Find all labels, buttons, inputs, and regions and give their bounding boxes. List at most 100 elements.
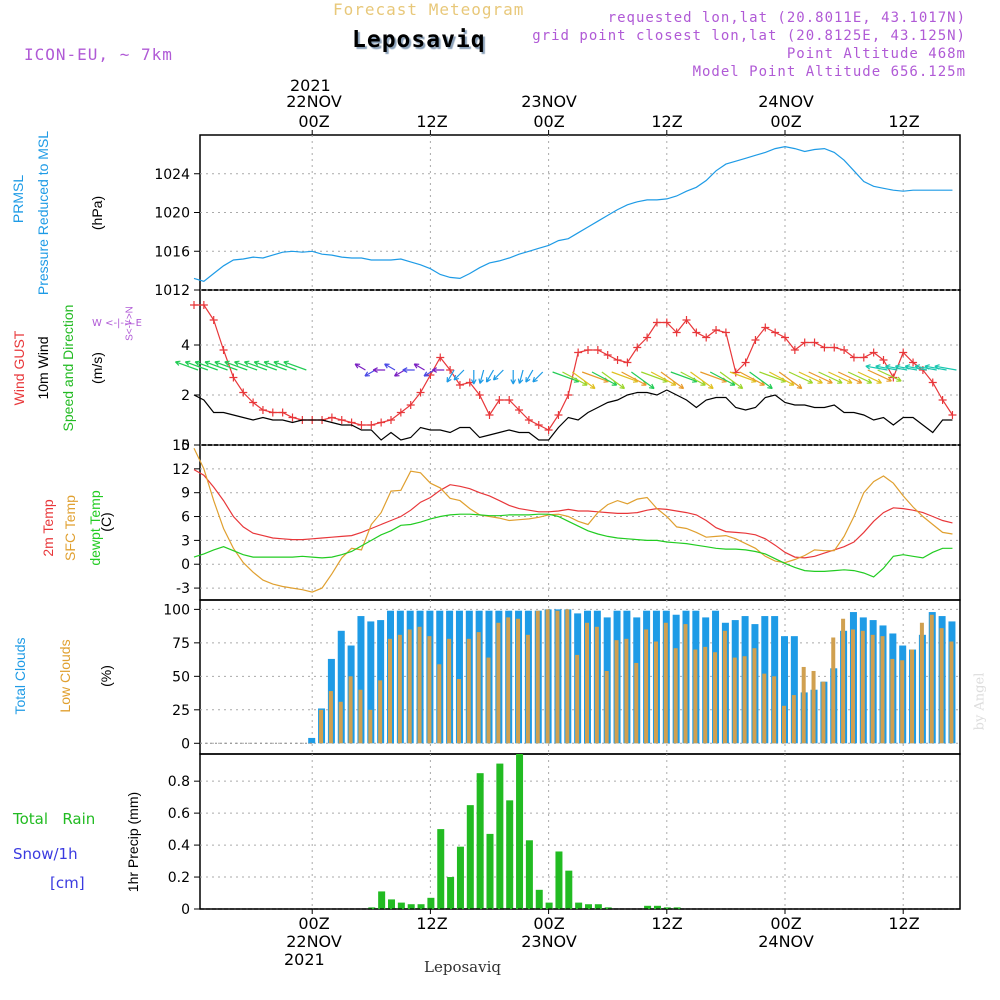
y-tick-label: 0 [181, 736, 190, 752]
wind-gust-point [741, 358, 750, 367]
low-cloud-bar [722, 630, 727, 744]
low-cloud-bar [949, 641, 954, 744]
low-cloud-bar [653, 641, 658, 744]
wind-gust-point [387, 416, 395, 424]
bottom-tick-hour: 00Z [533, 914, 565, 933]
wind-gust-point [830, 343, 839, 352]
wind-direction-arrow [828, 371, 853, 384]
wind-gust-point [495, 396, 504, 404]
wind-gust-point [712, 326, 721, 334]
wind-gust-point [268, 408, 277, 417]
wind-gust-point [751, 336, 760, 344]
y-tick-label: -3 [176, 581, 190, 597]
snow-label: Snow/1h [13, 845, 78, 863]
wind-direction-arrow [875, 364, 898, 371]
low-cloud-bar [427, 636, 432, 744]
bottom-tick-date: 22NOV [286, 932, 342, 951]
low-cloud-bar [407, 629, 412, 744]
low-cloud-bar [713, 652, 718, 744]
rain-bar [545, 902, 553, 909]
top-tick-date: 24NOV [758, 92, 814, 111]
wind-gust-point [396, 408, 405, 417]
bottom-tick-date: 23NOV [521, 932, 577, 951]
wind-direction-arrow [214, 360, 238, 371]
wind-direction-arrow [778, 371, 803, 390]
wind-gust-point [337, 416, 346, 424]
low-cloud-bar [624, 638, 629, 744]
top-tick-hour: 12Z [888, 112, 920, 131]
rain-bar [644, 905, 652, 909]
low-cloud-bar [634, 662, 639, 744]
precip-label: 1hr Precip (mm) [125, 791, 141, 893]
rain-bar [653, 905, 661, 909]
wind-gust-point [692, 328, 701, 337]
wind-gust-point [613, 356, 622, 364]
wind-direction-arrow [393, 369, 406, 377]
total-cloud-bar [781, 636, 788, 744]
total-cloud-bar [357, 616, 365, 744]
y-tick-label: 4 [181, 338, 190, 354]
wind-direction-arrow [485, 369, 495, 383]
wind-direction-arrow [234, 360, 258, 371]
low-cloud-bar [545, 609, 550, 744]
wind-gust-point [652, 318, 661, 327]
rain-bar [673, 907, 681, 909]
wind-gust-point [455, 381, 464, 389]
pressure-line [193, 145, 953, 282]
product-title: Forecast Meteogram [333, 0, 525, 19]
wind-gust-point [327, 413, 336, 422]
rain-bar [486, 833, 494, 909]
wind-direction-arrow [384, 363, 396, 371]
wind-gust-point [879, 356, 888, 364]
wind-10m-label: 10m Wind [35, 336, 51, 400]
low-cloud-bar [476, 632, 481, 744]
rain-bar [397, 902, 405, 909]
low-cloud-bar [693, 649, 698, 744]
bottom-axis-year: 2021 [284, 950, 325, 969]
wind-gust-point [505, 396, 514, 404]
wind-unit: (m/s) [89, 352, 105, 384]
wind-gust-point [721, 328, 730, 337]
wind-gust-point [515, 406, 524, 414]
wind-gust-point [731, 368, 740, 377]
y-tick-label: 25 [172, 703, 190, 719]
low-cloud-bar [417, 626, 422, 744]
wind-direction-arrow [510, 370, 517, 385]
wind-direction-arrow [253, 360, 278, 371]
pressure-msl-label: Pressure Reduced to MSL [35, 130, 51, 296]
temp-2m-label: 2m Temp [40, 499, 56, 557]
wind-gust-point [928, 378, 937, 387]
wind-direction-arrow [184, 360, 209, 371]
wind-gust-point [948, 411, 957, 419]
temp-2m-line [193, 469, 953, 559]
wind-direction-arrow [719, 371, 744, 390]
low-cloud-bar [614, 640, 619, 744]
wind-gust-point [239, 388, 248, 397]
wind-direction-arrow [924, 364, 947, 371]
wind-gust-point [524, 416, 533, 424]
bottom-tick-hour: 00Z [298, 914, 330, 933]
low-cloud-bar [752, 648, 757, 744]
wind-gust-point [485, 411, 494, 419]
snow-unit: [cm] [50, 874, 85, 892]
wind-gust-point [781, 333, 789, 342]
low-cloud-bar [929, 614, 934, 744]
wind-gust-point [800, 338, 809, 347]
bottom-tick-hour: 12Z [651, 914, 683, 933]
wind-gust-point [377, 418, 386, 427]
y-tick-label: 9 [181, 486, 190, 502]
rain-bar [388, 899, 395, 909]
y-tick-label: 0.4 [168, 838, 190, 854]
clouds-unit: (%) [98, 665, 114, 687]
model-label: ICON-EU, ~ 7km [24, 45, 173, 64]
low-cloud-bar [516, 618, 521, 744]
wind-direction-arrow [525, 369, 534, 383]
y-tick-label: 0 [181, 438, 190, 454]
rain-bar [437, 829, 445, 909]
low-cloud-bar [821, 681, 826, 744]
grid-point-coords: grid point closest lon,lat (20.8125E, 43… [532, 28, 966, 44]
wind-direction-arrow [224, 360, 248, 371]
wind-gust-point [249, 398, 258, 407]
low-cloud-bar [594, 626, 599, 744]
wind-gust-point [771, 328, 780, 337]
